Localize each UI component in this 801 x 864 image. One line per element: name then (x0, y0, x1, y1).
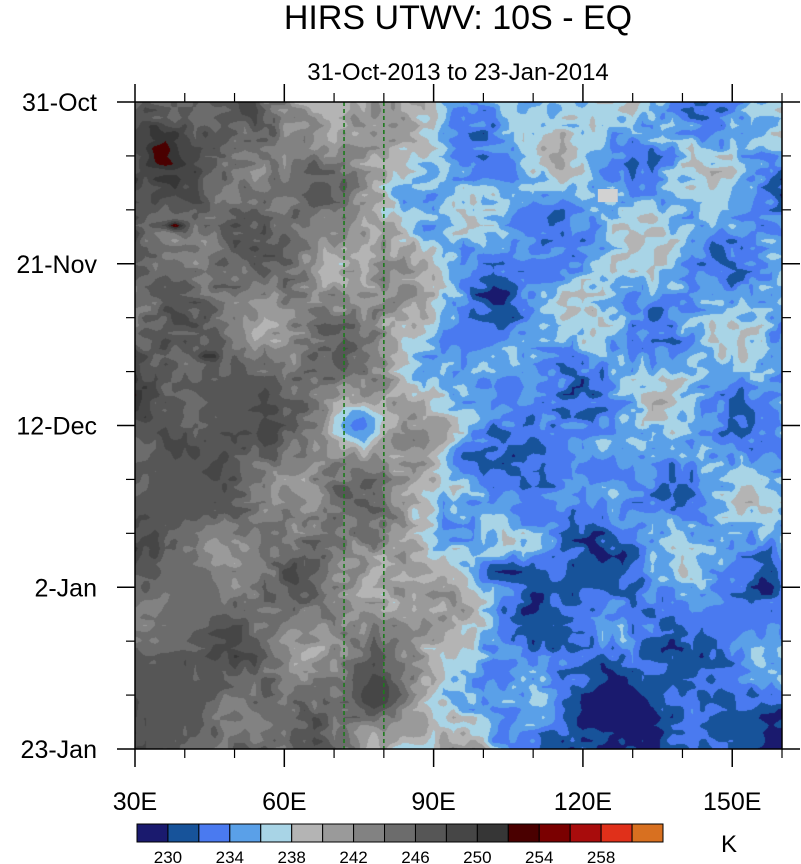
colorbar-swatch (384, 823, 416, 843)
y-tick-label: 31-Oct (22, 89, 97, 117)
colorbar-swatch (414, 823, 447, 843)
colorbar-swatch (167, 823, 200, 843)
colorbar-swatch (538, 823, 571, 843)
colorbar-label: 242 (339, 848, 367, 864)
y-tick-label: 21-Nov (16, 251, 97, 279)
colorbar-swatch (322, 823, 355, 843)
x-tick-label: 90E (411, 788, 455, 816)
heatmap-field (135, 102, 782, 749)
colorbar-swatch (631, 823, 664, 843)
colorbar-swatch (476, 823, 509, 843)
colorbar-swatch (445, 823, 478, 843)
colorbar-label: 250 (463, 848, 491, 864)
colorbar-swatch (229, 823, 262, 843)
colorbar-swatch (353, 823, 386, 843)
x-tick-label: 150E (703, 788, 761, 816)
colorbar-label: 246 (401, 848, 429, 864)
colorbar: 230 234 238 242 246 250 254 258 K (136, 823, 737, 864)
colorbar-label: 254 (525, 848, 553, 864)
colorbar-label: 234 (216, 848, 244, 864)
x-tick-label: 120E (554, 788, 612, 816)
y-tick-label: 12-Dec (16, 413, 97, 441)
chart-subtitle: 31-Oct-2013 to 23-Jan-2014 (307, 59, 609, 86)
x-tick-label: 60E (262, 788, 306, 816)
axes: 30E 60E 90E 120E 150E 31-Oct 21-Nov 12-Dec 2-Jan… (16, 84, 800, 816)
colorbar-swatch (507, 823, 540, 843)
colorbar-unit: K (721, 831, 737, 858)
colorbar-swatch (600, 823, 633, 843)
colorbar-swatch (136, 823, 169, 843)
x-tick-label: 30E (113, 788, 157, 816)
colorbar-swatch (198, 823, 231, 843)
colorbar-swatch (291, 823, 324, 843)
colorbar-label: 238 (278, 848, 306, 864)
colorbar-label: 258 (587, 848, 615, 864)
colorbar-label: 230 (154, 848, 182, 864)
y-tick-label: 2-Jan (34, 574, 97, 602)
chart-title: HIRS UTWV: 10S - EQ (284, 0, 632, 37)
colorbar-swatch (260, 823, 293, 843)
colorbar-swatch (569, 823, 602, 843)
plot-area (135, 102, 782, 749)
y-tick-label: 23-Jan (21, 736, 97, 764)
missing-data-block (597, 189, 618, 203)
